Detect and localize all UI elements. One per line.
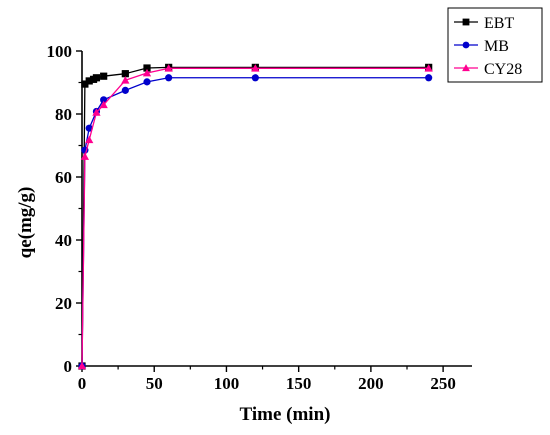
x-tick-label: 200 [358, 374, 384, 393]
series-ebt-point [81, 80, 89, 88]
y-axis-title: qe(mg/g) [15, 187, 36, 259]
x-tick-label: 250 [430, 374, 456, 393]
x-axis-title: Time (min) [240, 404, 331, 425]
series-ebt-point [85, 77, 93, 85]
series-mb [78, 74, 433, 370]
series-mb-point [121, 86, 129, 94]
series-mb-point [85, 124, 93, 132]
series-ebt-point [121, 70, 129, 78]
y-tick-label: 60 [55, 168, 72, 187]
legend-ebt-point [462, 18, 470, 26]
x-tick-label: 150 [286, 374, 312, 393]
series-ebt [78, 63, 433, 370]
series-cy28-point [99, 100, 108, 109]
series-mb-point [251, 74, 259, 82]
series-mb-point [100, 96, 108, 104]
series-cy28-point [121, 76, 130, 84]
legend-mb-label: MB [484, 38, 509, 55]
series-ebt-point [92, 74, 101, 82]
legend: EBT MB CY28 [447, 7, 543, 83]
legend-cy28-point [462, 64, 470, 72]
y-tick-label: 100 [47, 42, 73, 61]
series-cy28-point [77, 361, 87, 370]
series-mb-point [425, 74, 433, 82]
x-tick-label: 0 [78, 374, 87, 393]
y-tick-label: 80 [55, 105, 72, 124]
series-mb-point [165, 74, 173, 82]
axes: 0 50 100 150 200 250 0 20 40 60 80 100 [47, 42, 472, 393]
series-cy28-line [81, 67, 429, 367]
series-cy28-point [92, 108, 101, 116]
legend-ebt-label: EBT [484, 15, 514, 32]
y-tick-label: 20 [55, 294, 72, 313]
series-cy28-point [164, 64, 173, 72]
series-cy28-point [85, 135, 94, 144]
series-cy28-point [142, 68, 152, 77]
series-cy28 [77, 64, 433, 370]
series-ebt-point [100, 72, 108, 80]
legend-cy28-label: CY28 [484, 61, 522, 78]
y-tick-label: 0 [64, 357, 73, 376]
x-tick-label: 100 [214, 374, 240, 393]
series-layer [77, 63, 433, 370]
series-ebt-line [81, 66, 429, 367]
series-cy28-point [80, 152, 90, 160]
series-cy28-point [251, 64, 260, 72]
series-cy28-point [424, 64, 433, 72]
legend-mb-point [462, 41, 470, 49]
series-mb-line [81, 77, 429, 367]
series-mb-point [143, 78, 151, 86]
x-tick-label: 50 [146, 374, 163, 393]
y-tick-label: 40 [55, 231, 72, 250]
series-ebt-point [143, 64, 151, 72]
